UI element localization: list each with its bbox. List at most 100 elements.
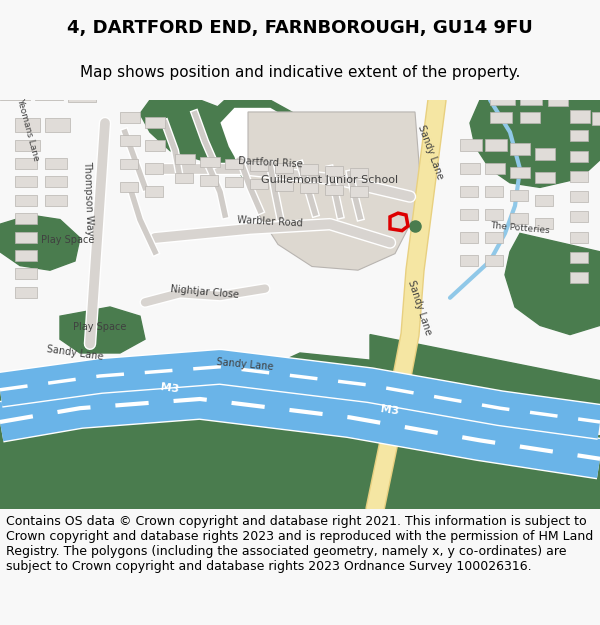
FancyBboxPatch shape bbox=[570, 110, 590, 123]
FancyBboxPatch shape bbox=[570, 171, 588, 182]
FancyBboxPatch shape bbox=[45, 195, 67, 206]
Text: Dartford Rise: Dartford Rise bbox=[238, 156, 302, 169]
Text: Contains OS data © Crown copyright and database right 2021. This information is : Contains OS data © Crown copyright and d… bbox=[6, 515, 593, 573]
FancyBboxPatch shape bbox=[275, 181, 293, 191]
FancyBboxPatch shape bbox=[15, 158, 37, 169]
FancyBboxPatch shape bbox=[548, 94, 568, 106]
FancyBboxPatch shape bbox=[570, 191, 588, 202]
FancyBboxPatch shape bbox=[592, 112, 600, 125]
Text: Sandy Lane: Sandy Lane bbox=[406, 279, 434, 337]
Polygon shape bbox=[0, 215, 80, 270]
FancyBboxPatch shape bbox=[570, 272, 588, 283]
FancyBboxPatch shape bbox=[120, 159, 138, 169]
FancyBboxPatch shape bbox=[570, 211, 588, 222]
FancyBboxPatch shape bbox=[570, 151, 588, 162]
Text: M3: M3 bbox=[380, 404, 400, 416]
FancyBboxPatch shape bbox=[325, 166, 343, 176]
FancyBboxPatch shape bbox=[15, 195, 37, 206]
FancyBboxPatch shape bbox=[145, 186, 163, 197]
FancyBboxPatch shape bbox=[490, 92, 515, 104]
FancyBboxPatch shape bbox=[175, 173, 193, 182]
FancyBboxPatch shape bbox=[145, 139, 165, 151]
FancyBboxPatch shape bbox=[120, 112, 140, 123]
Text: Sandy Lane: Sandy Lane bbox=[46, 344, 104, 362]
Polygon shape bbox=[248, 112, 422, 270]
Polygon shape bbox=[0, 390, 600, 509]
Polygon shape bbox=[60, 307, 145, 353]
FancyBboxPatch shape bbox=[225, 177, 243, 187]
FancyBboxPatch shape bbox=[485, 254, 503, 266]
FancyBboxPatch shape bbox=[15, 118, 40, 132]
Text: Thompson Way: Thompson Way bbox=[82, 160, 94, 236]
FancyBboxPatch shape bbox=[120, 182, 138, 192]
FancyBboxPatch shape bbox=[535, 148, 555, 160]
Polygon shape bbox=[140, 100, 350, 224]
FancyBboxPatch shape bbox=[15, 231, 37, 242]
FancyBboxPatch shape bbox=[485, 231, 503, 242]
Polygon shape bbox=[505, 233, 600, 334]
FancyBboxPatch shape bbox=[300, 182, 318, 193]
FancyBboxPatch shape bbox=[485, 209, 503, 219]
FancyBboxPatch shape bbox=[350, 168, 368, 178]
Text: Map shows position and indicative extent of the property.: Map shows position and indicative extent… bbox=[80, 64, 520, 79]
Text: Sandy Lane: Sandy Lane bbox=[216, 357, 274, 371]
FancyBboxPatch shape bbox=[460, 139, 482, 151]
FancyBboxPatch shape bbox=[15, 139, 40, 151]
Polygon shape bbox=[222, 109, 350, 235]
FancyBboxPatch shape bbox=[300, 164, 318, 174]
FancyBboxPatch shape bbox=[45, 176, 67, 187]
FancyBboxPatch shape bbox=[535, 172, 555, 182]
FancyBboxPatch shape bbox=[250, 179, 268, 189]
Polygon shape bbox=[280, 353, 400, 381]
FancyBboxPatch shape bbox=[485, 186, 503, 197]
Polygon shape bbox=[210, 100, 370, 242]
FancyBboxPatch shape bbox=[460, 254, 478, 266]
FancyBboxPatch shape bbox=[535, 195, 553, 206]
FancyBboxPatch shape bbox=[145, 116, 165, 128]
Text: Guillemont Junior School: Guillemont Junior School bbox=[262, 175, 398, 185]
Text: Yeomans Lane: Yeomans Lane bbox=[15, 97, 41, 162]
FancyBboxPatch shape bbox=[510, 190, 528, 201]
FancyBboxPatch shape bbox=[460, 162, 480, 174]
Text: M3: M3 bbox=[160, 382, 180, 394]
FancyBboxPatch shape bbox=[15, 287, 37, 298]
FancyBboxPatch shape bbox=[570, 131, 588, 141]
Text: 4, DARTFORD END, FARNBOROUGH, GU14 9FU: 4, DARTFORD END, FARNBOROUGH, GU14 9FU bbox=[67, 19, 533, 37]
FancyBboxPatch shape bbox=[35, 86, 63, 100]
FancyBboxPatch shape bbox=[15, 250, 37, 261]
FancyBboxPatch shape bbox=[0, 86, 30, 100]
FancyBboxPatch shape bbox=[460, 186, 478, 197]
FancyBboxPatch shape bbox=[15, 213, 37, 224]
FancyBboxPatch shape bbox=[510, 167, 530, 178]
FancyBboxPatch shape bbox=[45, 158, 67, 169]
FancyBboxPatch shape bbox=[490, 112, 512, 123]
FancyBboxPatch shape bbox=[200, 157, 220, 167]
FancyBboxPatch shape bbox=[45, 118, 70, 132]
FancyBboxPatch shape bbox=[68, 88, 96, 102]
FancyBboxPatch shape bbox=[145, 164, 163, 174]
FancyBboxPatch shape bbox=[200, 176, 218, 186]
FancyBboxPatch shape bbox=[275, 162, 293, 172]
FancyBboxPatch shape bbox=[250, 161, 268, 171]
FancyBboxPatch shape bbox=[510, 143, 530, 155]
Text: Play Space: Play Space bbox=[73, 322, 127, 332]
FancyBboxPatch shape bbox=[15, 268, 37, 279]
FancyBboxPatch shape bbox=[460, 231, 478, 242]
FancyBboxPatch shape bbox=[485, 139, 507, 151]
FancyBboxPatch shape bbox=[325, 184, 343, 195]
Polygon shape bbox=[370, 334, 600, 418]
FancyBboxPatch shape bbox=[175, 154, 195, 164]
FancyBboxPatch shape bbox=[535, 217, 553, 229]
FancyBboxPatch shape bbox=[520, 112, 540, 123]
Text: Sandy Lane: Sandy Lane bbox=[416, 123, 445, 180]
FancyBboxPatch shape bbox=[485, 162, 505, 174]
FancyBboxPatch shape bbox=[570, 231, 588, 242]
FancyBboxPatch shape bbox=[225, 159, 243, 169]
Polygon shape bbox=[470, 100, 600, 188]
FancyBboxPatch shape bbox=[510, 213, 528, 224]
FancyBboxPatch shape bbox=[460, 209, 478, 219]
FancyBboxPatch shape bbox=[15, 176, 37, 187]
FancyBboxPatch shape bbox=[120, 135, 140, 146]
Text: Nightjar Close: Nightjar Close bbox=[170, 284, 239, 300]
Text: The Potteries: The Potteries bbox=[490, 221, 550, 236]
